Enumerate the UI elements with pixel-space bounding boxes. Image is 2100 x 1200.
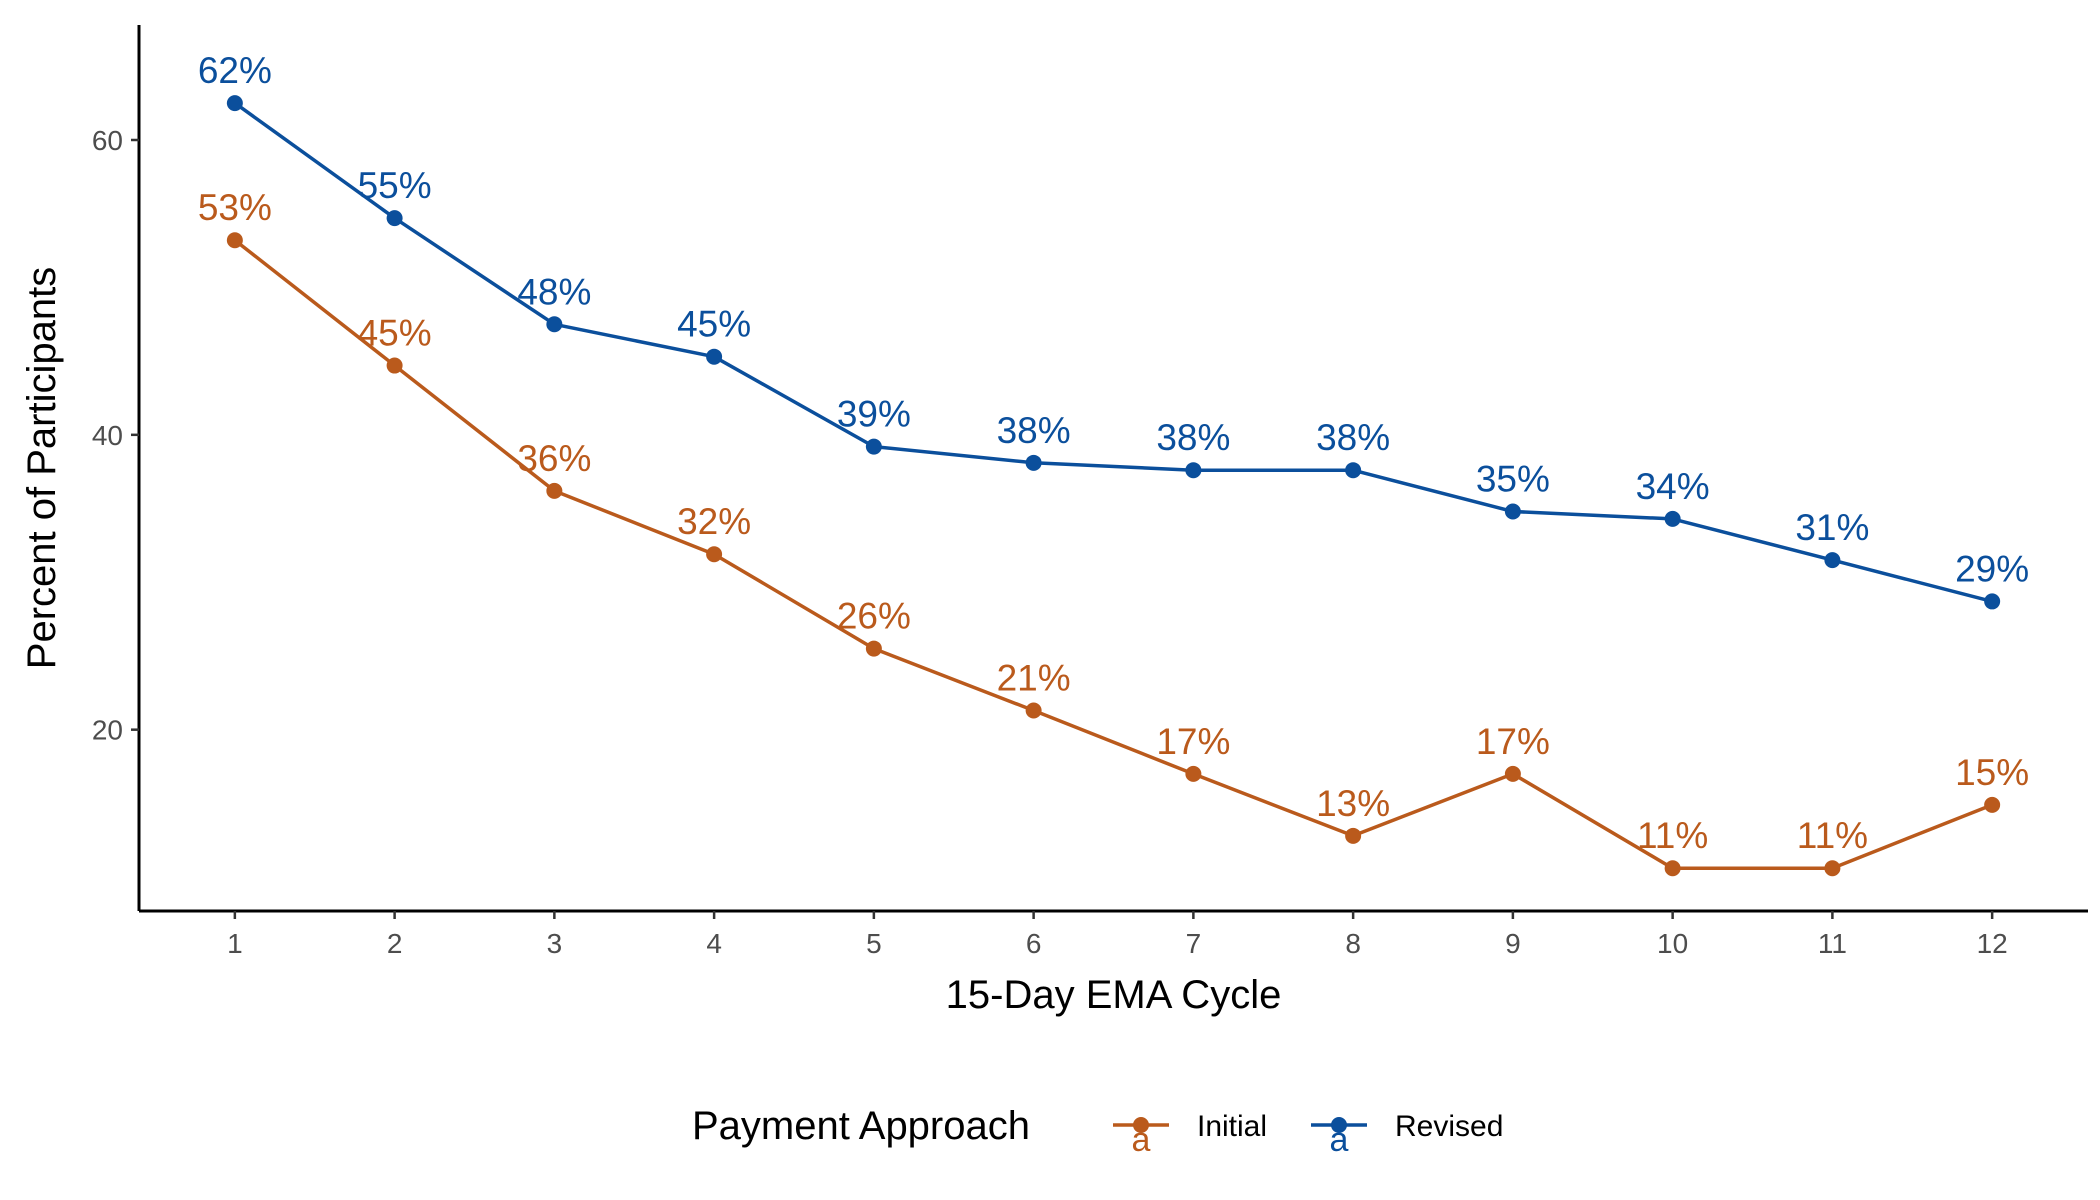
data-point-revised [546,316,563,333]
legend: Payment Approach a Initial a Revised [692,1104,1503,1159]
data-point-initial [706,546,723,563]
data-point-revised [386,210,403,227]
legend-label-initial: Initial [1197,1110,1267,1143]
y-tick-label: 40 [92,420,123,451]
data-label-initial: 11% [1797,815,1868,856]
data-label-revised: 38% [1316,417,1390,458]
data-label-initial: 11% [1637,815,1708,856]
data-label-initial: 53% [198,187,272,228]
data-point-revised [1824,552,1841,569]
data-label-initial: 32% [677,501,751,542]
y-axis-title: Percent of Participants [20,267,64,669]
series-line-revised [233,101,1993,604]
x-tick-label: 2 [387,928,403,959]
x-tick-label: 6 [1026,928,1042,959]
data-point-revised [1345,462,1362,479]
legend-key-glyph-initial: a [1132,1121,1151,1159]
x-tick-label: 3 [547,928,563,959]
y-tick-label: 60 [92,125,123,156]
data-label-initial: 13% [1316,783,1390,824]
x-tick-label: 10 [1657,928,1688,959]
legend-key-glyph-revised: a [1330,1121,1349,1159]
x-tick-label: 11 [1818,928,1847,959]
data-point-initial [1504,765,1521,782]
x-tick-label: 12 [1977,928,2008,959]
series-layer [226,95,2001,877]
data-label-revised: 31% [1795,507,1869,548]
data-point-revised [1025,454,1042,471]
data-label-initial: 15% [1955,752,2029,793]
x-tick-label: 5 [866,928,882,959]
data-label-revised: 48% [517,271,591,312]
data-point-revised [1185,462,1202,479]
data-point-initial [1345,827,1362,844]
data-point-initial [226,232,243,249]
data-label-initial: 45% [358,313,432,354]
data-label-revised: 39% [837,394,911,435]
data-label-initial: 17% [1476,721,1550,762]
data-label-initial: 36% [517,438,591,479]
data-point-initial [546,482,563,499]
data-point-initial [865,640,882,657]
data-label-revised: 35% [1476,458,1550,499]
data-point-revised [1984,593,2001,610]
data-point-initial [386,357,403,374]
x-tick-label: 4 [706,928,722,959]
data-point-initial [1025,702,1042,719]
data-label-revised: 38% [997,410,1071,451]
data-label-revised: 34% [1636,466,1710,507]
data-point-revised [706,348,723,365]
data-label-revised: 45% [677,304,751,345]
data-point-revised [226,95,243,112]
data-point-initial [1824,860,1841,877]
data-label-revised: 38% [1156,417,1230,458]
x-tick-label: 8 [1345,928,1361,959]
data-label-revised: 29% [1955,548,2029,589]
data-label-initial: 17% [1156,721,1230,762]
data-point-revised [1504,503,1521,520]
x-tick-label: 1 [227,928,243,959]
data-label-initial: 26% [837,596,911,637]
data-point-initial [1185,765,1202,782]
data-label-initial: 21% [997,658,1071,699]
data-point-revised [865,438,882,455]
data-point-initial [1984,796,2001,813]
data-point-initial [1664,860,1681,877]
data-label-revised: 62% [198,50,272,91]
x-tick-label: 9 [1505,928,1521,959]
x-axis-title: 15-Day EMA Cycle [946,973,1282,1017]
data-labels: 53% 45% 36% 32% 26% 21% 17% 13% 17% 11% 11% 15% 62% 5… [198,50,2029,856]
y-tick-label: 20 [92,715,123,746]
data-label-revised: 55% [358,165,432,206]
x-tick-label: 7 [1186,928,1202,959]
series-line-initial [233,238,1993,870]
legend-key-point-revised [1331,1117,1347,1133]
legend-label-revised: Revised [1395,1110,1503,1143]
legend-title: Payment Approach [692,1104,1030,1148]
data-point-revised [1664,510,1681,527]
legend-key-point-initial [1133,1117,1149,1133]
